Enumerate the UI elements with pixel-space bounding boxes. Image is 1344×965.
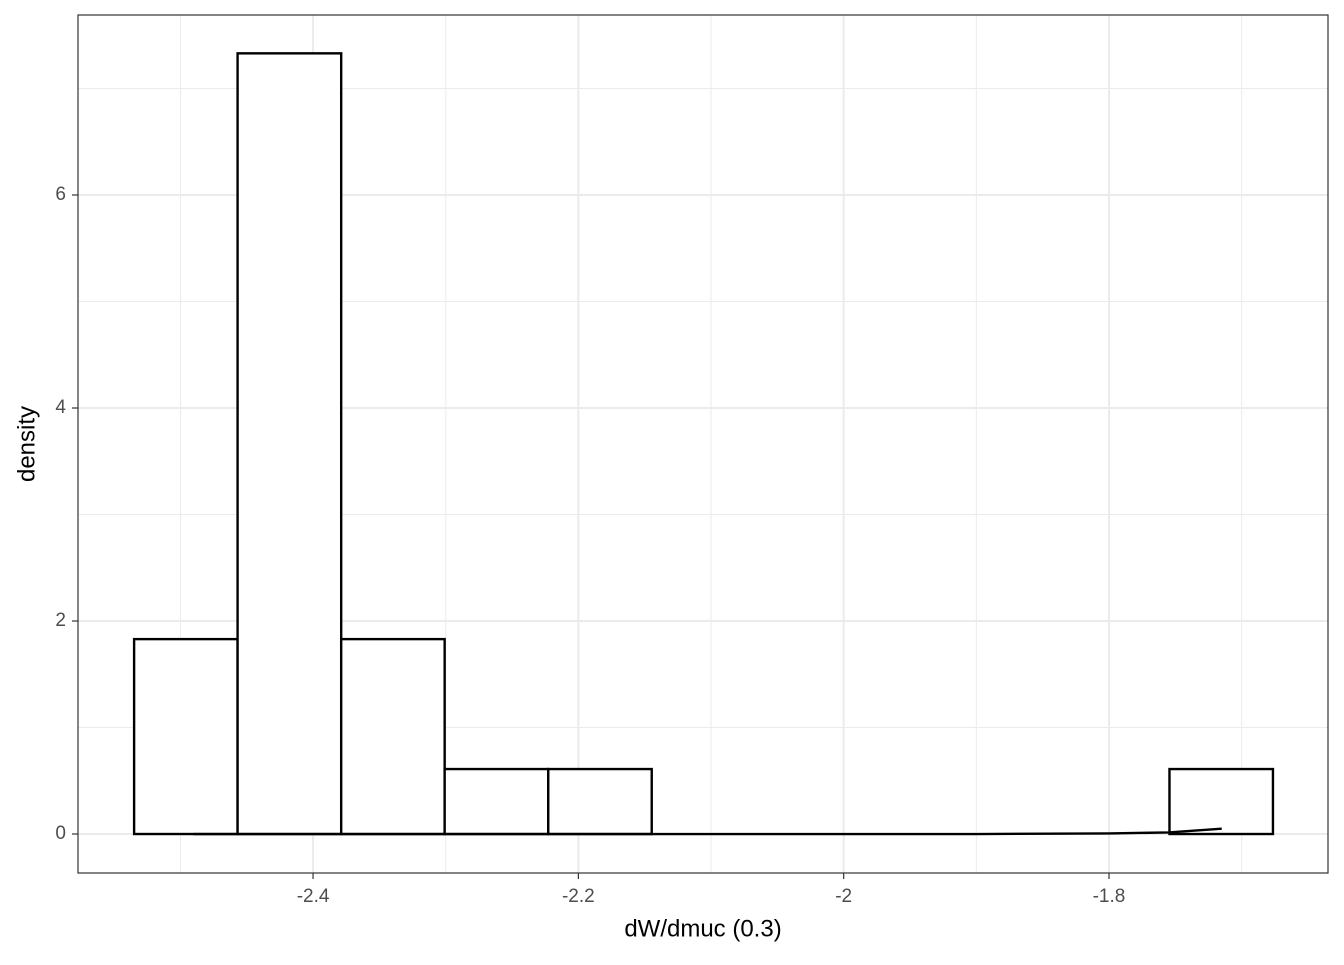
bar [443, 767, 550, 836]
x-tick-label: -2.4 [297, 886, 330, 907]
bar [132, 637, 239, 836]
y-tick-label: 4 [55, 397, 66, 418]
y-tick-label: 0 [55, 823, 66, 844]
x-tick-label: -1.8 [1093, 886, 1126, 907]
y-axis-title: density [13, 406, 40, 482]
x-tick-label: -2 [835, 886, 852, 907]
panel-border [77, 14, 1329, 874]
bar [1168, 767, 1275, 836]
bar [339, 637, 446, 836]
bar [236, 52, 343, 836]
x-tick-label: -2.2 [562, 886, 595, 907]
y-tick-label: 6 [55, 184, 66, 205]
x-axis-title: dW/dmuc (0.3) [624, 915, 781, 942]
marks [132, 52, 1275, 836]
y-tick-label: 2 [55, 610, 66, 631]
bar [547, 767, 653, 836]
density-line [193, 827, 1222, 836]
